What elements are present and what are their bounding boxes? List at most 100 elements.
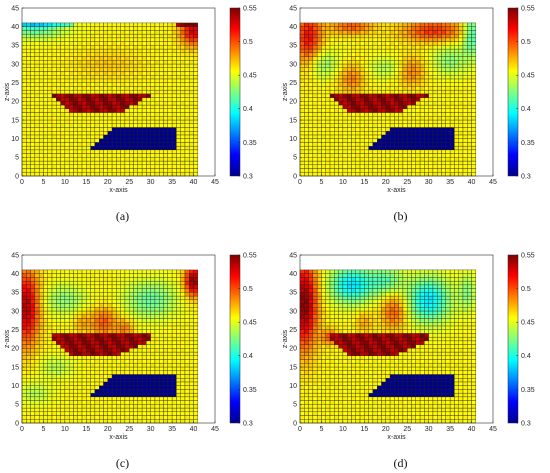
heatmap-cell: [180, 415, 186, 420]
heatmap-cell: [445, 37, 451, 42]
heatmap-cell: [415, 78, 421, 83]
heatmap-cell: [133, 52, 138, 57]
heatmap-cell: [116, 153, 121, 158]
heatmap-cell: [159, 41, 164, 46]
heatmap-cell: [43, 411, 48, 416]
heatmap-cell: [334, 168, 339, 173]
heatmap-cell: [34, 145, 40, 151]
heatmap-cell: [437, 142, 442, 147]
heatmap-cell: [77, 314, 83, 319]
heatmap-cell: [69, 67, 74, 72]
heatmap-cell: [116, 123, 121, 128]
heatmap-cell: [163, 363, 168, 368]
heatmap-cell: [137, 60, 143, 65]
heatmap-cell: [99, 348, 104, 353]
heatmap-cell: [120, 385, 126, 390]
heatmap-cell: [176, 101, 181, 106]
heatmap-cell: [124, 160, 130, 165]
heatmap-cell: [56, 56, 61, 61]
heatmap-cell: [167, 97, 173, 102]
heatmap-cell: [26, 149, 31, 154]
heatmap-cell: [73, 310, 78, 315]
heatmap-cell: [163, 48, 168, 53]
heatmap-cell: [189, 366, 194, 371]
heatmap-cell: [47, 56, 53, 61]
heatmap-cell: [86, 71, 91, 76]
heatmap-cell: [124, 123, 130, 128]
heatmap-cell: [107, 336, 113, 342]
heatmap-cell: [60, 336, 66, 342]
heatmap-cell: [304, 30, 309, 35]
heatmap-cell: [30, 26, 36, 31]
heatmap-cell: [34, 63, 40, 68]
heatmap-cell: [47, 366, 53, 371]
heatmap-cell: [133, 340, 138, 345]
heatmap-cell: [73, 370, 78, 375]
heatmap-cell: [334, 108, 339, 113]
heatmap-panel: 0 5 10 15 20 25 30 35 40 45051015202530354045x-ax…: [4, 5, 257, 223]
heatmap-cell: [69, 97, 74, 102]
heatmap-cell: [43, 123, 48, 128]
heatmap-cell: [111, 112, 117, 117]
heatmap-cell: [21, 351, 27, 356]
heatmap-cell: [120, 168, 126, 173]
heatmap-cell: [103, 41, 108, 46]
heatmap-cell: [189, 149, 194, 154]
heatmap-cell: [137, 295, 143, 300]
heatmap-cell: [111, 318, 117, 323]
heatmap-cell: [47, 145, 53, 151]
heatmap-cell: [428, 22, 434, 27]
heatmap-cell: [364, 123, 369, 128]
heatmap-cell: [51, 134, 57, 139]
heatmap-cell: [116, 355, 121, 360]
heatmap-cell: [321, 45, 326, 50]
heatmap-cell: [124, 340, 130, 345]
heatmap-cell: [471, 134, 477, 139]
heatmap-cell: [34, 149, 40, 154]
heatmap-cell: [146, 400, 151, 405]
heatmap-cell: [60, 71, 66, 76]
heatmap-cell: [325, 127, 331, 132]
heatmap-cell: [159, 108, 164, 113]
heatmap-cell: [81, 333, 87, 338]
heatmap-cell: [30, 75, 36, 80]
heatmap-cell: [445, 127, 451, 132]
heatmap-cell: [441, 123, 446, 128]
heatmap-cell: [441, 89, 446, 95]
heatmap-cell: [133, 333, 138, 338]
heatmap-cell: [458, 52, 464, 57]
heatmap-cell: [316, 153, 322, 158]
heatmap-cell: [21, 366, 27, 371]
heatmap-cell: [355, 60, 361, 65]
heatmap-cell: [111, 108, 117, 113]
heatmap-cell: [441, 82, 446, 87]
heatmap-cell: [355, 41, 361, 46]
x-tick-label: 5: [319, 179, 323, 186]
heatmap-cell: [342, 108, 348, 113]
heatmap-cell: [180, 56, 186, 61]
heatmap-cell: [342, 101, 348, 106]
heatmap-cell: [163, 392, 168, 398]
heatmap-cell: [120, 325, 126, 330]
heatmap-cell: [167, 101, 173, 106]
heatmap-cell: [184, 344, 190, 349]
heatmap-cell: [56, 336, 61, 342]
heatmap-cell: [120, 374, 126, 379]
heatmap-cell: [176, 344, 181, 349]
heatmap-cell: [462, 153, 468, 158]
heatmap-cell: [64, 123, 70, 128]
heatmap-cell: [137, 389, 143, 394]
heatmap-cell: [51, 160, 57, 165]
heatmap-cell: [184, 378, 190, 383]
heatmap-cell: [372, 131, 378, 136]
heatmap-cell: [38, 366, 44, 371]
heatmap-cell: [398, 33, 404, 39]
heatmap-cell: [338, 78, 344, 83]
heatmap-cell: [304, 48, 309, 53]
heatmap-cell: [171, 359, 177, 364]
heatmap-cell: [381, 164, 386, 169]
heatmap-cell: [471, 52, 477, 57]
heatmap-cell: [389, 119, 395, 124]
heatmap-cell: [389, 116, 395, 121]
heatmap-cell: [43, 160, 48, 165]
